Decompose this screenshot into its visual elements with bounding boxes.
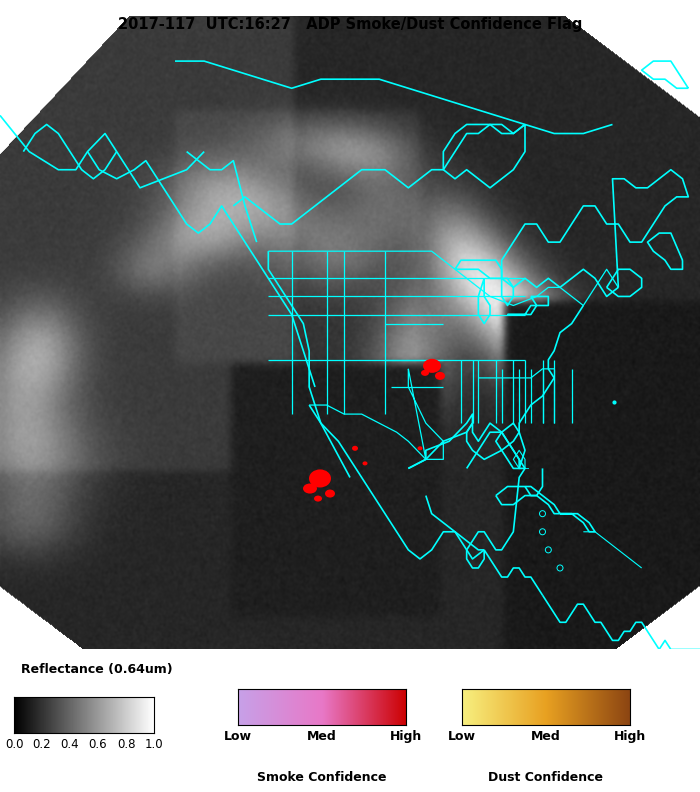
Text: Reflectance (0.64um): Reflectance (0.64um) — [21, 663, 173, 676]
Text: 2017-117  UTC:16:27   ADP Smoke/Dust Confidence Flag: 2017-117 UTC:16:27 ADP Smoke/Dust Confid… — [118, 17, 582, 32]
Text: Smoke Confidence: Smoke Confidence — [258, 771, 386, 784]
Text: Low: Low — [448, 730, 476, 743]
Text: 0.0: 0.0 — [5, 738, 23, 751]
Ellipse shape — [325, 489, 335, 497]
Ellipse shape — [423, 359, 441, 373]
Text: 0.6: 0.6 — [89, 738, 107, 751]
Text: Med: Med — [531, 730, 561, 743]
Ellipse shape — [303, 483, 317, 493]
Ellipse shape — [314, 496, 322, 501]
Text: Low: Low — [224, 730, 252, 743]
Text: High: High — [614, 730, 646, 743]
Text: 0.8: 0.8 — [117, 738, 135, 751]
Ellipse shape — [352, 446, 358, 451]
Ellipse shape — [363, 462, 368, 466]
Text: High: High — [390, 730, 422, 743]
Ellipse shape — [309, 470, 331, 488]
Text: 0.2: 0.2 — [33, 738, 51, 751]
Ellipse shape — [421, 370, 429, 376]
Ellipse shape — [417, 446, 423, 451]
Text: 0.4: 0.4 — [61, 738, 79, 751]
Text: Dust Confidence: Dust Confidence — [489, 771, 603, 784]
Ellipse shape — [435, 372, 445, 380]
Text: Med: Med — [307, 730, 337, 743]
Text: 1.0: 1.0 — [145, 738, 163, 751]
